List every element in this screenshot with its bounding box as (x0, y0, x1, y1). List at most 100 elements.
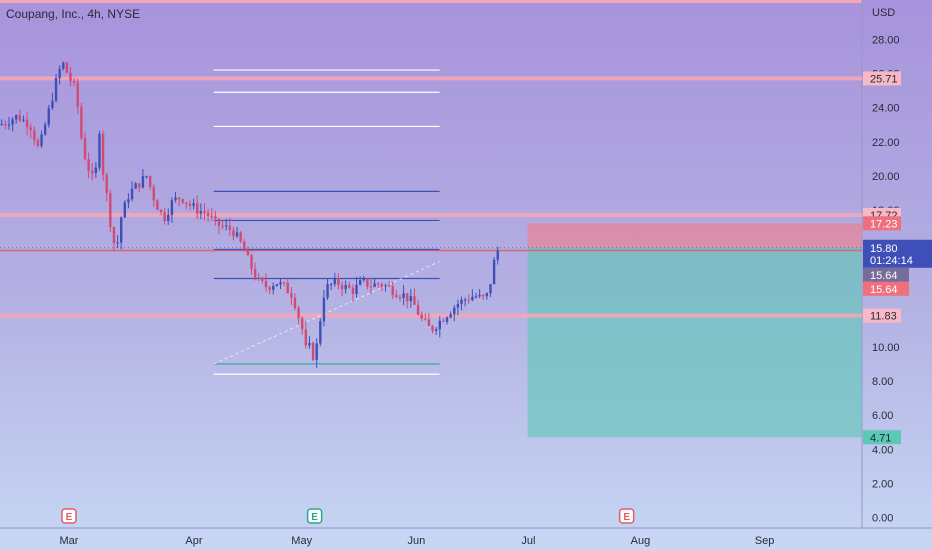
candle-body-66 (239, 232, 242, 242)
candle-body-126 (456, 303, 460, 308)
candle-body-49 (177, 197, 181, 200)
last-price-bg (863, 239, 932, 268)
candle-body-45 (163, 211, 166, 222)
candle-body-7 (25, 119, 29, 128)
candle-body-21 (76, 82, 79, 107)
candle-body-111 (402, 293, 405, 298)
y-tick-14: 0.00 (872, 513, 893, 525)
candle-body-16 (58, 68, 61, 79)
candle-body-113 (409, 296, 413, 302)
candle-body-36 (130, 188, 134, 200)
candle-body-137 (496, 250, 499, 260)
candle-body-131 (474, 296, 478, 298)
candle-body-25 (91, 170, 94, 174)
plot-border-top (0, 0, 862, 3)
stop-loss-zone (527, 223, 862, 248)
candle-body-132 (478, 294, 481, 297)
candle-body-2 (7, 124, 11, 126)
candle-body-118 (427, 319, 431, 326)
earnings-marker-label-2: E (623, 512, 630, 523)
candle-body-97 (351, 287, 355, 294)
candle-body-117 (424, 318, 427, 320)
fib-trend-line (213, 260, 440, 365)
candle-body-72 (261, 277, 264, 281)
candle-body-104 (377, 283, 380, 285)
candle-body-71 (257, 277, 260, 279)
candle-body-24 (87, 159, 90, 171)
candle-body-17 (62, 62, 65, 69)
candle-body-63 (228, 225, 232, 231)
candle-body-110 (398, 297, 402, 299)
target-label: 4.71 (870, 432, 891, 444)
x-tick-4: Jul (521, 535, 535, 547)
candle-body-58 (210, 215, 213, 217)
y-tick-4: 20.00 (872, 171, 900, 183)
candle-body-38 (138, 183, 141, 188)
candle-body-57 (206, 213, 210, 216)
candle-body-107 (387, 285, 391, 287)
candle-body-129 (467, 299, 470, 301)
candle-body-23 (83, 137, 87, 160)
candle-body-101 (366, 278, 369, 287)
candle-body-8 (29, 127, 32, 131)
candle-body-10 (36, 140, 40, 147)
earnings-marker-label-1: E (311, 512, 318, 523)
candle-body-64 (232, 230, 235, 237)
below-label-1-bg (863, 281, 909, 296)
candle-body-106 (384, 285, 387, 287)
candle-body-135 (489, 284, 492, 294)
plot-area[interactable] (0, 61, 862, 438)
target-label-bg (863, 430, 901, 445)
candle-body-50 (181, 199, 184, 203)
y-tick-12: 4.00 (872, 444, 893, 456)
x-tick-6: Sep (755, 535, 775, 547)
candle-body-122 (442, 320, 445, 322)
candle-body-65 (235, 232, 239, 237)
candle-body-39 (141, 176, 145, 188)
candle-body-119 (431, 325, 434, 331)
candle-body-134 (485, 293, 489, 297)
candle-body-99 (358, 280, 362, 285)
candle-body-26 (94, 167, 98, 174)
y-tick-3: 22.00 (872, 137, 900, 149)
candle-body-125 (453, 307, 456, 315)
candle-body-67 (243, 241, 246, 252)
candle-body-96 (348, 284, 351, 288)
candle-body-116 (420, 314, 423, 319)
level-label-2-bg (863, 308, 901, 323)
candle-body-18 (65, 62, 69, 73)
candle-body-44 (159, 209, 163, 212)
candle-body-5 (18, 115, 22, 121)
candle-body-92 (333, 278, 337, 285)
earnings-marker-2 (618, 508, 635, 524)
candle-body-95 (344, 284, 347, 290)
candle-body-127 (460, 299, 463, 304)
level-label-0: 25.71 (870, 73, 898, 85)
candle-body-3 (11, 119, 14, 125)
candle-body-102 (369, 286, 373, 288)
candle-body-31 (112, 227, 116, 244)
stop-label-bg (863, 216, 901, 231)
below-label-0-bg (863, 267, 909, 282)
candle-body-121 (438, 320, 441, 330)
candle-body-90 (326, 284, 329, 298)
countdown-label: 01:24:14 (870, 255, 913, 267)
candle-body-61 (221, 225, 224, 227)
candle-body-88 (319, 321, 322, 344)
candle-body-108 (391, 286, 394, 296)
candle-body-41 (148, 176, 152, 187)
candle-body-29 (105, 174, 108, 194)
candle-body-93 (337, 278, 340, 285)
candles (0, 61, 499, 369)
candle-body-37 (134, 183, 137, 189)
candle-body-28 (101, 133, 105, 175)
candle-body-11 (40, 134, 43, 147)
last-price-label: 15.80 (870, 243, 898, 255)
candle-body-0 (0, 123, 3, 125)
y-tick-2: 24.00 (872, 103, 900, 115)
candle-body-68 (246, 251, 250, 256)
candle-body-128 (463, 299, 467, 301)
candle-body-43 (156, 200, 159, 210)
candle-body-51 (185, 202, 188, 204)
